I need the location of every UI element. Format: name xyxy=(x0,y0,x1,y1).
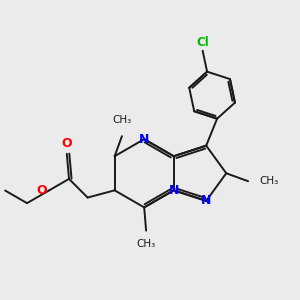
Text: CH₃: CH₃ xyxy=(112,115,131,125)
Text: CH₃: CH₃ xyxy=(136,239,156,249)
Text: Cl: Cl xyxy=(196,36,209,49)
Text: O: O xyxy=(36,184,47,197)
Text: N: N xyxy=(201,194,211,207)
Text: O: O xyxy=(61,137,72,150)
Text: CH₃: CH₃ xyxy=(259,176,278,186)
Text: N: N xyxy=(169,184,179,197)
Text: N: N xyxy=(139,133,149,146)
